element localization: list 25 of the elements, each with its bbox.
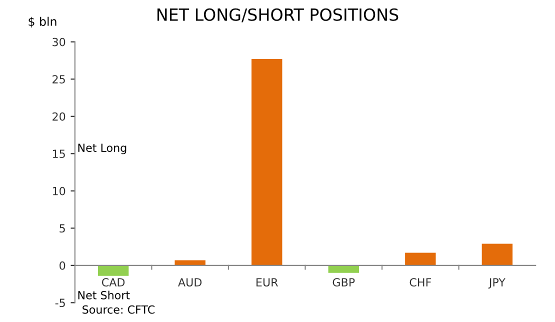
x-tick-label: EUR (256, 278, 278, 287)
y-axis-title: $ bln (28, 16, 56, 28)
x-tick-label: JPY (488, 278, 506, 289)
x-tick-label: CAD (102, 278, 125, 287)
y-tick-label: 20 (52, 112, 66, 121)
annotation: Net Short (78, 290, 130, 300)
y-tick-label: 0 (60, 261, 66, 270)
annotation: Net Long (78, 144, 126, 154)
bar (328, 265, 359, 273)
y-tick-label: 30 (52, 38, 66, 46)
y-tick-label: 25 (52, 75, 65, 84)
x-tick-label: CHF (410, 278, 432, 287)
bar (405, 252, 436, 266)
y-tick-label: 15 (52, 150, 65, 158)
source-note: Source: CFTC (82, 305, 155, 314)
x-tick-label: GBP (332, 278, 355, 287)
bar (98, 265, 129, 276)
bar (252, 59, 282, 266)
chart-title: NET LONG/SHORT POSITIONS (157, 8, 398, 22)
y-tick-label: -5 (55, 298, 65, 308)
x-tick-label: AUD (178, 278, 202, 287)
y-tick-label: 5 (60, 224, 65, 233)
y-tick-label: 10 (52, 186, 66, 196)
bar (174, 260, 206, 266)
bar (482, 244, 513, 266)
